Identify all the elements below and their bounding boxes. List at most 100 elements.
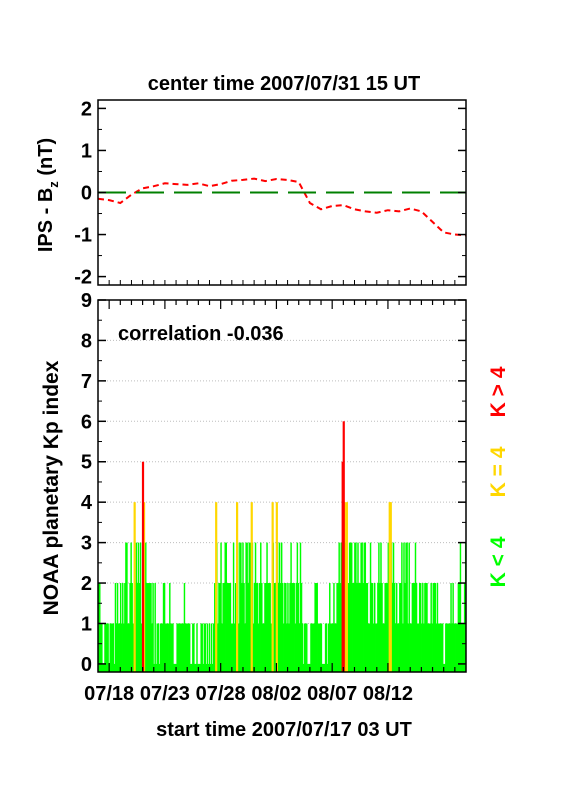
kp-bar <box>279 583 282 672</box>
kp-bar <box>255 583 258 672</box>
kp-bar <box>338 542 340 672</box>
kp-bar <box>254 542 257 672</box>
kp-bar <box>315 583 317 672</box>
kp-bar <box>241 583 243 672</box>
kp-bar <box>180 623 183 672</box>
kp-bar <box>193 623 195 672</box>
kp-bar <box>412 583 415 672</box>
kp-bar <box>422 583 424 672</box>
kp-bar <box>109 623 111 672</box>
kp-x-tick-label: 07/23 <box>140 683 190 705</box>
kp-bar <box>368 623 371 672</box>
kp-bar <box>137 542 140 672</box>
kp-bar <box>320 623 323 672</box>
kp-y-tick-label: 7 <box>81 371 92 393</box>
kp-bar <box>427 623 429 672</box>
kp-bar <box>246 542 248 672</box>
kp-bar <box>431 623 433 672</box>
kp-bar <box>257 623 260 672</box>
kp-bar <box>426 583 428 672</box>
kp-bar <box>222 583 224 672</box>
kp-bar <box>199 663 201 672</box>
kp-bar <box>316 583 318 672</box>
kp-bar <box>325 623 328 672</box>
kp-bar <box>205 663 208 672</box>
kp-bar <box>238 623 240 672</box>
kp-bar <box>353 583 355 672</box>
bz-plot-area <box>97 177 467 237</box>
kp-bar <box>192 623 194 672</box>
kp-bar <box>141 461 145 672</box>
kp-bar <box>273 583 276 672</box>
kp-bar <box>331 623 333 672</box>
kp-bar <box>201 623 203 672</box>
kp-bar <box>114 583 117 672</box>
kp-bar <box>155 663 157 672</box>
kp-bar <box>214 583 216 672</box>
kp-bar <box>206 623 209 672</box>
kp-bar <box>291 583 293 672</box>
kp-bar <box>186 623 189 672</box>
kp-bar <box>286 623 288 672</box>
kp-bar <box>307 663 309 672</box>
kp-bar <box>161 623 164 672</box>
bz-y-tick-label: 2 <box>81 98 92 120</box>
kp-bar <box>432 583 434 672</box>
kp-bar <box>181 623 184 672</box>
kp-bar <box>399 583 401 672</box>
kp-bar <box>200 623 202 672</box>
kp-bar <box>433 583 436 672</box>
kp-bar <box>147 583 149 672</box>
kp-bar <box>394 623 397 672</box>
kp-bar <box>416 623 419 672</box>
kp-bar <box>244 623 246 672</box>
kp-bar <box>303 623 306 672</box>
kp-bar <box>128 623 130 672</box>
kp-bar <box>154 583 156 672</box>
kp-bar <box>117 623 120 672</box>
kp-bar <box>248 542 250 672</box>
kp-bar <box>453 623 455 672</box>
kp-bar <box>429 623 431 672</box>
kp-bar <box>139 542 142 672</box>
kp-y-tick-label: 5 <box>81 452 92 474</box>
kp-bar <box>347 583 350 672</box>
kp-y-tick-label: 1 <box>81 613 92 635</box>
kp-bar <box>157 623 160 672</box>
kp-bar <box>211 663 214 672</box>
kp-bar <box>425 583 427 672</box>
kp-bar <box>99 583 101 672</box>
kp-bar <box>250 502 253 672</box>
kp-bar <box>332 623 334 672</box>
kp-bar <box>354 542 356 672</box>
kp-bar <box>444 663 446 672</box>
kp-bar <box>389 502 392 672</box>
kp-bar <box>336 583 338 672</box>
kp-bar <box>423 623 425 672</box>
kp-bar <box>362 583 364 672</box>
kp-bar <box>363 542 365 672</box>
kp-bar <box>387 542 390 672</box>
kp-bar <box>138 583 141 672</box>
kp-bar <box>184 623 187 672</box>
kp-bar <box>311 623 313 672</box>
kp-bar <box>204 623 207 672</box>
kp-bar <box>260 542 262 672</box>
kp-bar <box>305 623 307 672</box>
kp-bar <box>349 542 352 672</box>
kp-bar <box>376 623 378 672</box>
kp-bar <box>457 583 460 672</box>
kp-bar <box>383 623 385 672</box>
kp-bar <box>125 542 127 672</box>
kp-bar <box>135 542 138 672</box>
kp-bar <box>261 583 263 672</box>
kp-bar <box>380 542 382 672</box>
kp-bar <box>421 623 423 672</box>
kp-bar <box>282 583 284 672</box>
kp-bar <box>264 583 266 672</box>
kp-bar <box>220 542 222 672</box>
kp-bar <box>229 583 232 672</box>
kp-bar <box>194 663 196 672</box>
kp-bar <box>415 583 418 672</box>
kp-bar <box>151 623 153 672</box>
